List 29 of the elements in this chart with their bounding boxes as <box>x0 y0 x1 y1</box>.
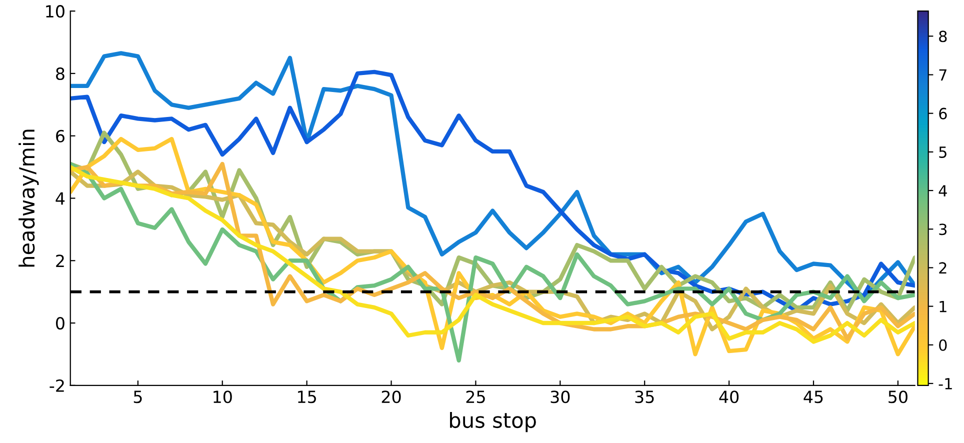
x-axis-title: bus stop <box>450 412 536 432</box>
color-bar-label: 5 <box>939 146 946 158</box>
x-tick-label: 10 <box>214 390 232 404</box>
x-tick-label: 45 <box>804 390 823 404</box>
color-bar-label: 2 <box>939 262 946 274</box>
y-tick-label: 0 <box>56 316 64 330</box>
color-bar-label: 6 <box>939 108 947 120</box>
color-bar-label: 7 <box>939 69 946 81</box>
y-tick-label: -2 <box>50 379 64 392</box>
y-tick-label: 10 <box>46 5 64 18</box>
color-bar-label: 0 <box>939 339 947 351</box>
color-bar-label: 3 <box>939 224 947 236</box>
x-tick-label: 5 <box>134 390 142 404</box>
x-tick-label: 50 <box>888 390 908 404</box>
y-tick-label: 2 <box>56 254 64 267</box>
color-bar-label: 8 <box>939 30 947 42</box>
color-bar-label: 1 <box>940 300 946 312</box>
x-tick-label: 30 <box>550 390 570 404</box>
x-tick-label: 35 <box>635 390 654 404</box>
x-tick-label: 15 <box>298 390 316 404</box>
x-tick-label: 40 <box>719 390 739 404</box>
y-tick-label: 4 <box>56 192 65 205</box>
y-axis-title: headway/min <box>18 130 39 267</box>
color-bar-label: -1 <box>938 378 952 390</box>
x-tick-label: 20 <box>382 390 401 404</box>
color-bar-label: 4 <box>938 185 947 196</box>
y-tick-label: 6 <box>56 130 64 142</box>
x-tick-label: 25 <box>466 390 485 404</box>
y-tick-label: 8 <box>56 67 64 80</box>
